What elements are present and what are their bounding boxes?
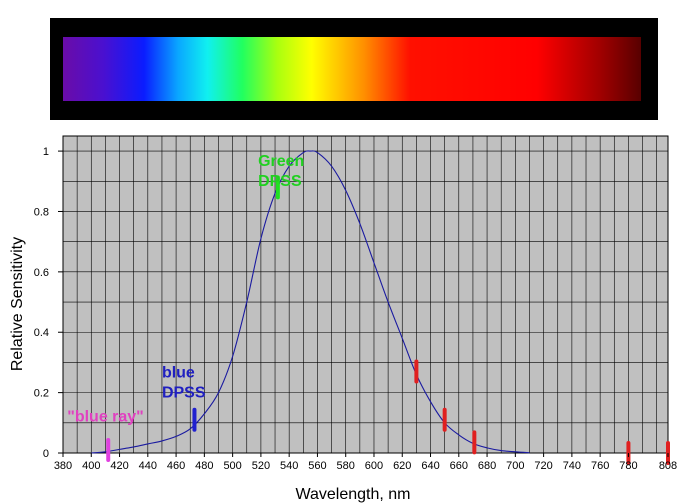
y-axis-label: Relative Sensitivity [9,237,26,371]
x-tick-labels: 380 400 420 440 460 480 500 520 540 560 580 600 620 6… [54,453,677,472]
x-axis-label: Wavelength, nm [295,486,410,503]
annotation-label: "blue ray" [67,408,144,425]
y-tick-label: 0.2 [34,388,49,400]
y-tick-labels: 0 0.2 0.4 0.6 0.8 1 [34,146,63,460]
annotations: "blue ray" blue DPSS Green DPSS [67,153,304,425]
y-tick-label: 0.8 [34,206,49,218]
annotation-label: Green [258,153,304,170]
x-tick-label: 580 [337,460,355,472]
y-tick-label: 0.6 [34,267,49,279]
x-tick-label: 760 [591,460,609,472]
x-tick-label: 808 [659,460,677,472]
plot-area [62,135,669,454]
x-tick-label: 560 [308,460,326,472]
annotation-label: blue [162,365,195,382]
x-tick-label: 480 [195,460,213,472]
x-tick-label: 420 [110,460,128,472]
y-tick-label: 0 [43,448,49,460]
y-tick-label: 1 [43,146,49,158]
x-tick-label: 500 [223,460,241,472]
laser-markers [106,175,670,465]
x-tick-label: 600 [365,460,383,472]
x-tick-label: 740 [563,460,581,472]
x-tick-label: 660 [450,460,468,472]
grid-lines [62,136,668,453]
annotation-label: DPSS [162,385,206,402]
x-tick-label: 520 [252,460,270,472]
x-tick-label: 700 [506,460,524,472]
spectrum-frame [50,18,658,120]
x-tick-label: 540 [280,460,298,472]
sensitivity-curve [91,150,530,454]
x-tick-label: 440 [139,460,157,472]
x-tick-label: 400 [82,460,100,472]
annotation-label: DPSS [258,173,302,190]
y-tick-label: 0.4 [34,327,49,339]
x-tick-label: 460 [167,460,185,472]
x-tick-label: 380 [54,460,72,472]
color-spectrum-band [63,37,641,101]
x-tick-label: 780 [619,460,637,472]
x-tick-label: 620 [393,460,411,472]
x-tick-label: 680 [478,460,496,472]
x-tick-label: 640 [421,460,439,472]
x-tick-label: 720 [534,460,552,472]
